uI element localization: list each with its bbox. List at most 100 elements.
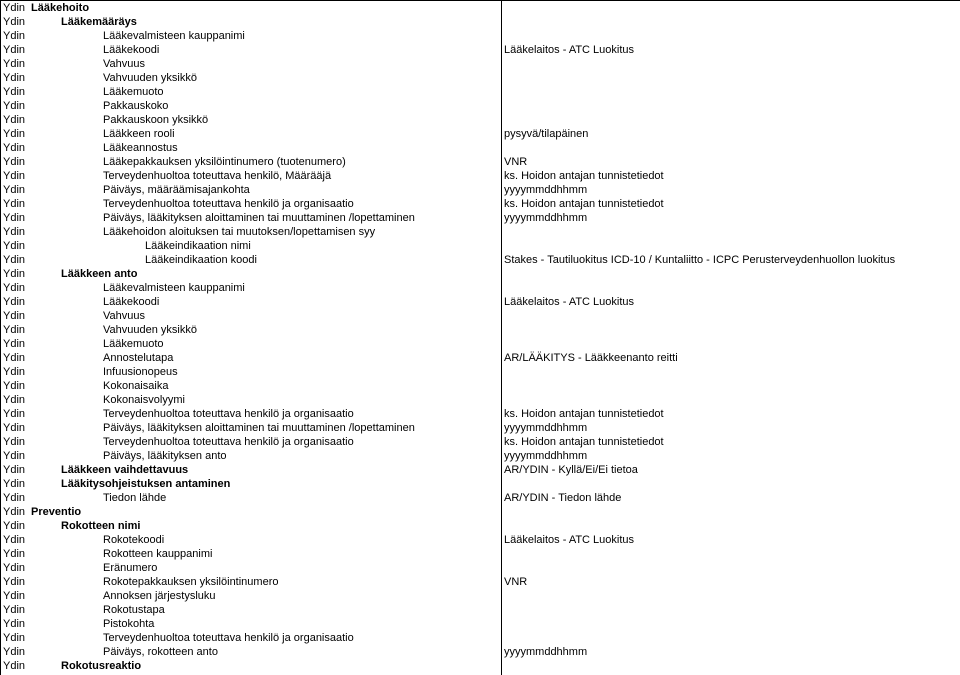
row-note [502, 113, 504, 127]
table-row: YdinLääkekoodiLääkelaitos - ATC Luokitus [1, 295, 960, 309]
table-row: YdinLääkeindikaation nimi [1, 239, 960, 253]
indent-cell: Lääkepakkauksen yksilöintinumero (tuoten… [103, 155, 501, 169]
row-tag: Ydin [1, 169, 31, 183]
row-tag: Ydin [1, 323, 31, 337]
table-row: YdinTerveydenhuoltoa toteuttava henkilö … [1, 435, 960, 449]
indent-cell [31, 407, 61, 421]
row-note [502, 309, 504, 323]
indent-cell [31, 351, 61, 365]
row-tag: Ydin [1, 379, 31, 393]
indent-cell [61, 393, 103, 407]
indent-cell [103, 253, 145, 267]
table-row: Ydin Vahvuus [1, 57, 960, 71]
row-tag: Ydin [1, 575, 31, 589]
indent-cell: Lääkekoodi [103, 295, 501, 309]
row-note [502, 659, 504, 673]
table-row: YdinLääkkeen roolipysyvä/tilapäinen [1, 127, 960, 141]
indent-cell [31, 393, 61, 407]
indent-cell [31, 449, 61, 463]
indent-cell: Lääkevalmisteen kauppanimi [103, 281, 501, 295]
indent-cell [31, 379, 61, 393]
indent-cell [61, 183, 103, 197]
indent-cell [31, 309, 61, 323]
row-note [502, 225, 504, 239]
table-row: YdinLääkehoidon aloituksen tai muutoksen… [1, 225, 960, 239]
indent-cell: Lääkehoidon aloituksen tai muutoksen/lop… [103, 225, 501, 239]
table-row: YdinRokotepakkauksen yksilöintinumeroVNR [1, 575, 960, 589]
row-tag: Ydin [1, 127, 31, 141]
row-note [502, 631, 504, 645]
row-tag: Ydin [1, 183, 31, 197]
indent-cell [31, 281, 61, 295]
table-row: YdinTerveydenhuoltoa toteuttava henkilö … [1, 631, 960, 645]
indent-cell [31, 589, 61, 603]
indent-cell [31, 85, 61, 99]
indent-cell [61, 491, 103, 505]
indent-cell [31, 141, 61, 155]
indent-cell: Lääkevalmisteen kauppanimi [103, 29, 501, 43]
row-tag: Ydin [1, 155, 31, 169]
indent-cell: Terveydenhuoltoa toteuttava henkilö ja o… [103, 197, 501, 211]
indent-cell: Lääkitysohjeistuksen antaminen [61, 477, 501, 491]
row-note: AR/YDIN - Tiedon lähde [502, 491, 621, 505]
row-tag: Ydin [1, 547, 31, 561]
row-note [502, 71, 504, 85]
row-label: Infuusionopeus [103, 366, 178, 378]
table-row: YdinRokotteen kauppanimi [1, 547, 960, 561]
row-label: Terveydenhuoltoa toteuttava henkilö ja o… [103, 632, 354, 644]
table-row: Ydin Terveydenhuoltoa toteuttava henkilö … [1, 197, 960, 211]
row-label: Lääkkeen vaihdettavuus [61, 464, 188, 476]
table-row: Ydin Terveydenhuoltoa toteuttava henkilö … [1, 407, 960, 421]
row-note [502, 337, 504, 351]
indent-cell [31, 295, 61, 309]
row-label: Eränumero [103, 562, 157, 574]
indent-cell [31, 365, 61, 379]
row-tag: Ydin [1, 267, 31, 281]
indent-cell: Päiväys, lääkityksen aloittaminen tai mu… [103, 421, 501, 435]
row-label: Lääkkeen anto [61, 268, 137, 280]
indent-cell [31, 547, 61, 561]
table-row: YdinKokonaisaika [1, 379, 960, 393]
row-label: Rokotusreaktio [61, 660, 141, 672]
indent-cell: Lääkehoito [31, 1, 501, 15]
table-row: YdinVahvuus [1, 309, 960, 323]
row-label: Lääkekoodi [103, 44, 159, 56]
row-tag: Ydin [1, 449, 31, 463]
row-tag: Ydin [1, 421, 31, 435]
row-label: Lääkevalmisteen kauppanimi [103, 30, 245, 42]
row-label: Pakkauskoon yksikkö [103, 114, 208, 126]
row-label: Terveydenhuoltoa toteuttava henkilö ja o… [103, 436, 354, 448]
row-label: Lääkemuoto [103, 338, 164, 350]
row-tag: Ydin [1, 1, 31, 15]
table-row: YdinPäiväys, rokotteen antoyyyymmddhhmm [1, 645, 960, 659]
row-note [502, 617, 504, 631]
row-tag: Ydin [1, 407, 31, 421]
indent-cell [61, 337, 103, 351]
row-note [502, 141, 504, 155]
indent-cell [31, 533, 61, 547]
indent-cell: Lääkeannostus [103, 141, 501, 155]
indent-cell: Rokotepakkauksen yksilöintinumero [103, 575, 501, 589]
row-tag: Ydin [1, 57, 31, 71]
indent-cell [31, 519, 61, 533]
table-row: Ydin Lääkkeen anto [1, 267, 960, 281]
indent-cell: Lääkekoodi [103, 43, 501, 57]
table-row: YdinLääkeannostus [1, 141, 960, 155]
indent-cell: Infuusionopeus [103, 365, 501, 379]
table-row: YdinLääkitysohjeistuksen antaminen [1, 477, 960, 491]
table-row: Ydin Lääkepakkauksen yksilöintinumero (tu… [1, 155, 960, 169]
indent-cell [31, 43, 61, 57]
indent-cell [31, 267, 61, 281]
indent-cell [31, 15, 61, 29]
indent-cell [61, 85, 103, 99]
row-note: ks. Hoidon antajan tunnistetiedot [502, 407, 664, 421]
row-label: Lääkemääräys [61, 16, 137, 28]
indent-cell [61, 155, 103, 169]
row-label: Terveydenhuoltoa toteuttava henkilö ja o… [103, 408, 354, 420]
row-note: yyyymmddhhmm [502, 449, 587, 463]
indent-cell: Vahvuus [103, 57, 501, 71]
row-tag: Ydin [1, 197, 31, 211]
indent-cell [31, 239, 61, 253]
row-note: Lääkelaitos - ATC Luokitus [502, 533, 634, 547]
row-label: Terveydenhuoltoa toteuttava henkilö, Mää… [103, 170, 331, 182]
